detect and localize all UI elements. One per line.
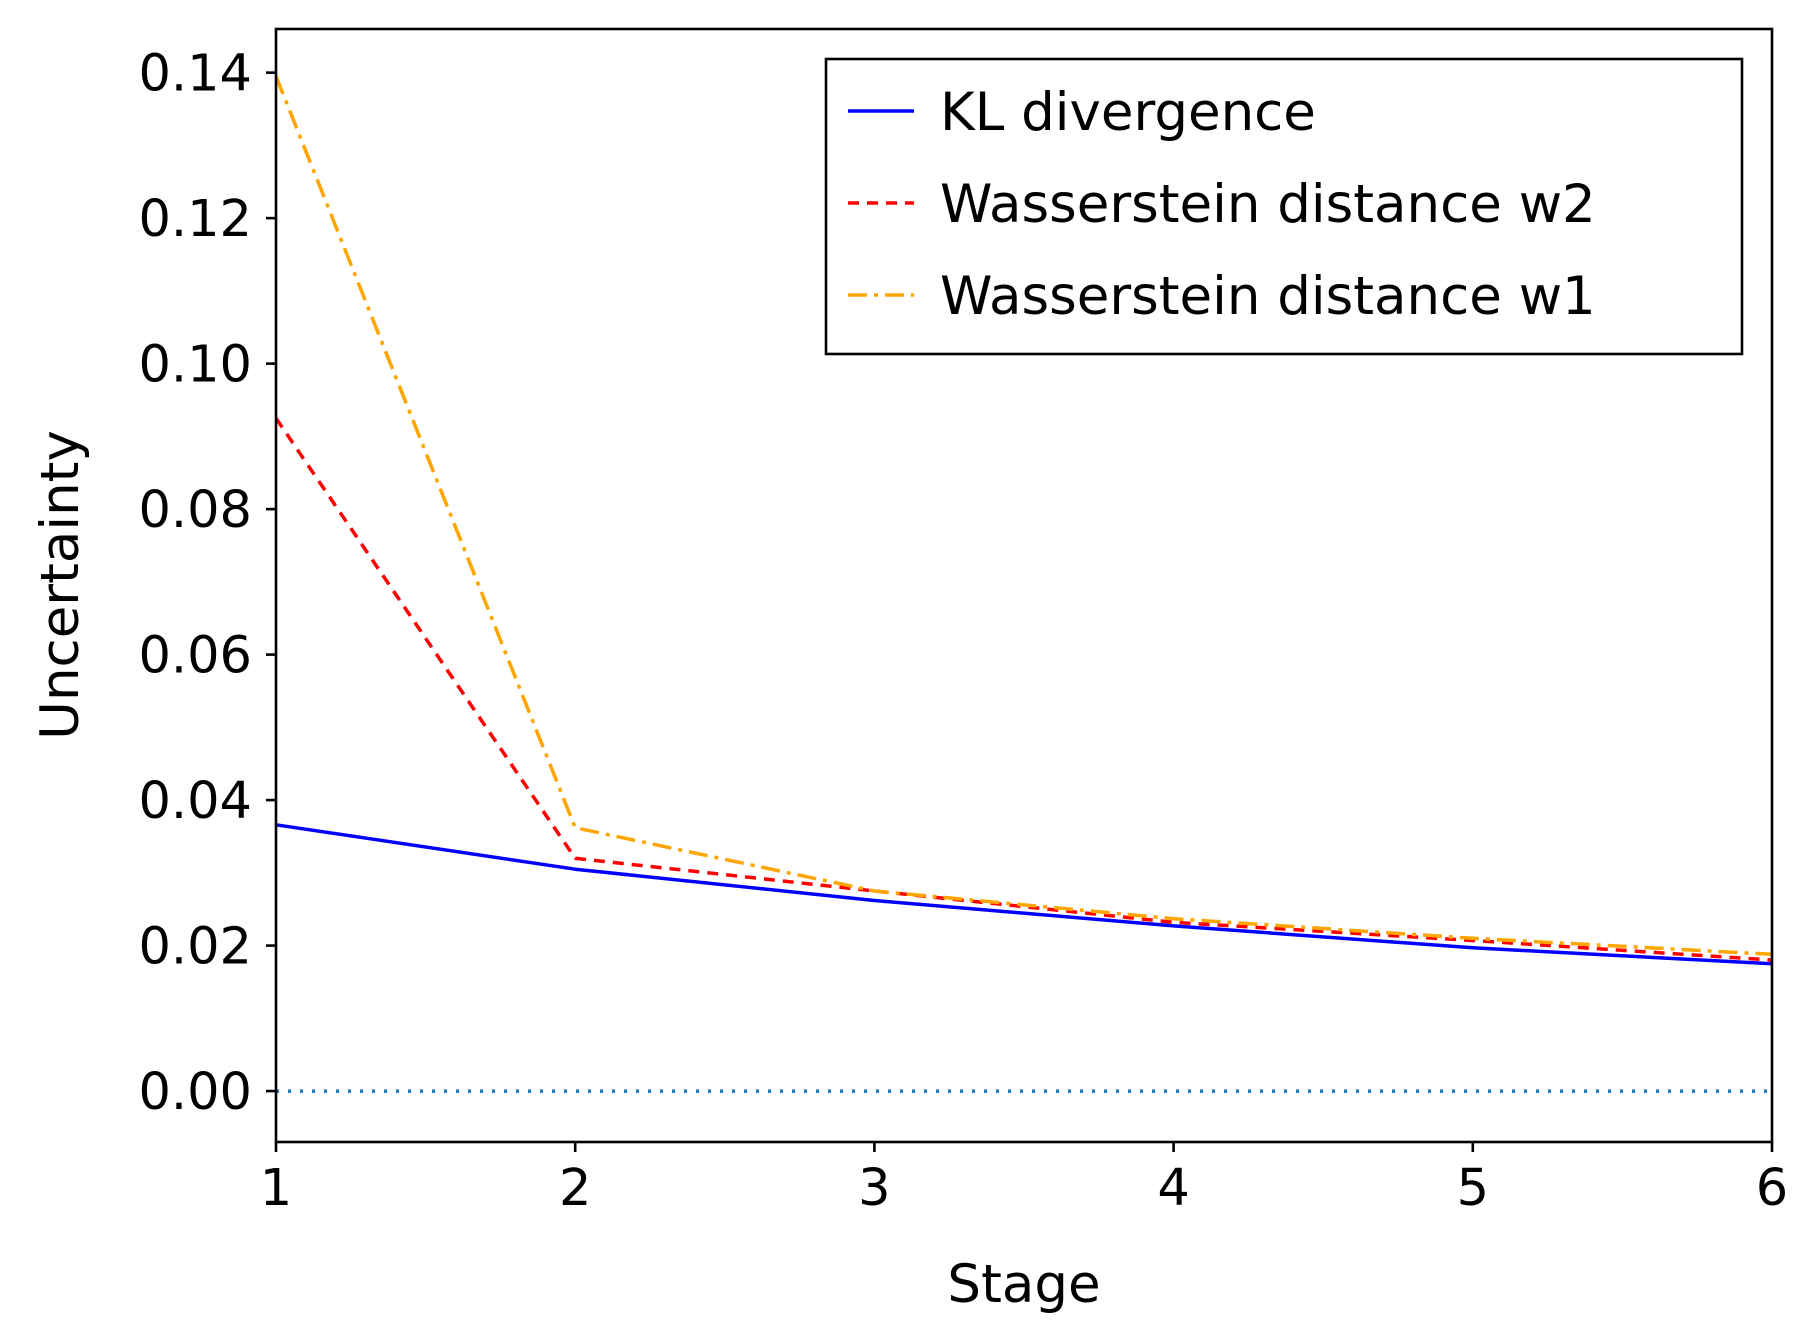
y-tick-label: 0.06 bbox=[138, 627, 252, 686]
series-line-2 bbox=[274, 417, 1773, 962]
y-tick-label: 0.08 bbox=[138, 481, 252, 540]
x-tick-label: 4 bbox=[1157, 1159, 1189, 1218]
legend-label-3: Wasserstein distance w1 bbox=[940, 266, 1596, 327]
y-tick-label: 0.12 bbox=[138, 190, 252, 249]
x-tick-label: 2 bbox=[559, 1159, 591, 1218]
y-tick-label: 0.10 bbox=[138, 336, 252, 395]
plot-frame bbox=[274, 27, 1774, 1144]
series-lines bbox=[274, 75, 1773, 966]
x-axis: 1 2 3 4 5 6 bbox=[260, 1142, 1788, 1218]
legend-box bbox=[824, 57, 1744, 356]
x-tick-label: 5 bbox=[1457, 1159, 1489, 1218]
y-axis: 0.00 0.02 0.04 0.06 0.08 0.10 0.12 0.14 bbox=[138, 45, 276, 1122]
series-line-1 bbox=[275, 823, 1773, 966]
series-line-3 bbox=[274, 75, 1773, 957]
x-tick-label: 6 bbox=[1756, 1159, 1788, 1218]
legend-entries: KL divergence Wasserstein distance w2 Wass… bbox=[848, 82, 1596, 327]
legend-label-1: KL divergence bbox=[940, 82, 1316, 143]
x-tick-label: 3 bbox=[858, 1159, 890, 1218]
y-tick-label: 0.14 bbox=[138, 45, 252, 104]
y-axis-label: Uncertainty bbox=[30, 430, 91, 740]
x-axis-label: Stage bbox=[947, 1254, 1100, 1315]
y-tick-label: 0.02 bbox=[138, 918, 252, 977]
legend: KL divergence Wasserstein distance w2 Wass… bbox=[824, 57, 1744, 356]
legend-label-2: Wasserstein distance w2 bbox=[940, 174, 1596, 235]
y-tick-label: 0.00 bbox=[138, 1063, 252, 1122]
x-tick-label: 1 bbox=[260, 1159, 292, 1218]
y-tick-label: 0.04 bbox=[138, 772, 252, 831]
